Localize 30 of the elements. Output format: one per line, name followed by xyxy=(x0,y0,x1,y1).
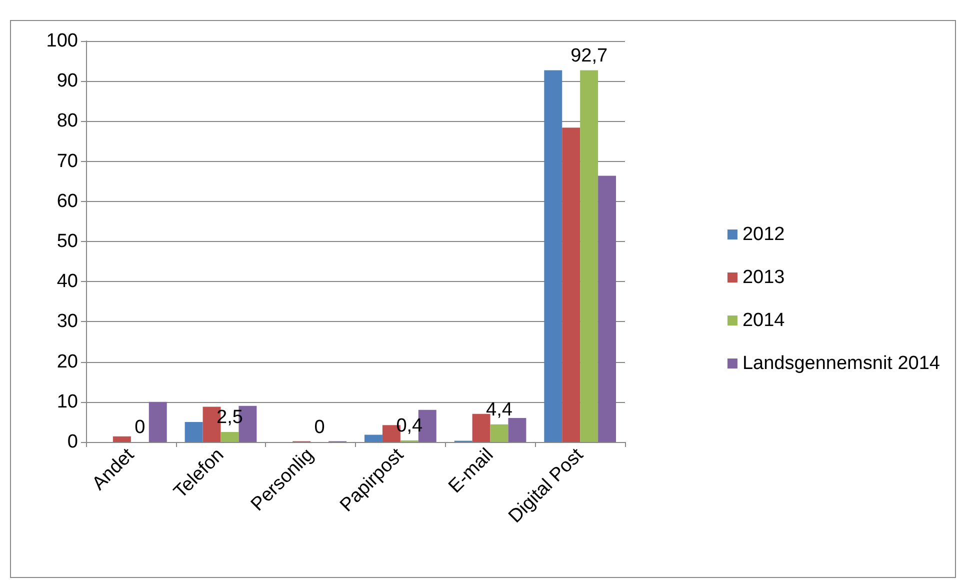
data-label: 92,7 xyxy=(570,45,608,66)
bar xyxy=(112,436,131,442)
y-tick-label: 100 xyxy=(46,30,78,52)
bar xyxy=(184,422,203,442)
bar xyxy=(490,424,508,442)
bar xyxy=(508,418,526,442)
y-tick-label: 50 xyxy=(56,231,78,252)
legend-label: 2012 xyxy=(742,224,785,245)
bar xyxy=(220,432,239,442)
y-tick-label: 60 xyxy=(56,190,78,212)
y-tick-label: 40 xyxy=(56,271,78,292)
y-tick-label: 0 xyxy=(67,432,78,452)
legend-label: Landsgennemsnit 2014 xyxy=(742,353,940,374)
bar xyxy=(544,70,562,442)
data-label: 4,4 xyxy=(486,399,513,420)
bar xyxy=(364,434,382,442)
y-tick-label: 80 xyxy=(56,110,78,132)
legend-label: 2013 xyxy=(742,267,785,288)
bar xyxy=(562,128,580,442)
bar xyxy=(148,402,167,442)
bar xyxy=(580,70,598,442)
y-tick-label: 30 xyxy=(56,311,78,332)
y-tick-label: 70 xyxy=(56,150,78,172)
bar xyxy=(598,176,616,442)
data-label: 0 xyxy=(134,417,146,438)
y-tick-label: 10 xyxy=(56,391,78,412)
legend-label: 2014 xyxy=(742,310,786,331)
y-tick-label: 90 xyxy=(56,70,78,92)
data-label: 0 xyxy=(314,417,325,438)
y-tick-label: 20 xyxy=(56,351,78,372)
